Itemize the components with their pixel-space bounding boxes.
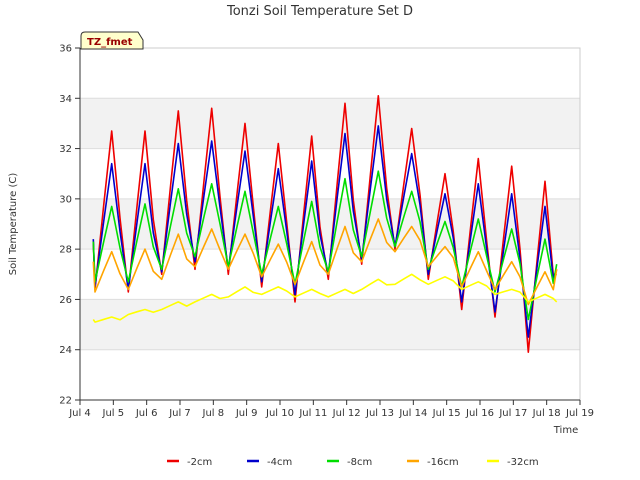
- y-axis-label: Soil Temperature (C): [8, 173, 19, 276]
- y-tick-label: 28: [59, 245, 72, 256]
- series-line-m4cm: [92, 125, 558, 338]
- x-tick-label: Jul 15: [432, 408, 461, 419]
- series-layer: [92, 95, 558, 353]
- legend: -2cm -4cm -8cm -16cm -32cm: [167, 457, 539, 468]
- x-tick-label: Jul 16: [465, 408, 494, 419]
- x-tick-label: Jul 7: [168, 408, 191, 419]
- x-tick-label: Jul 17: [498, 408, 527, 419]
- y-tick-label: 36: [59, 44, 72, 55]
- axes: [79, 47, 581, 401]
- x-tick-label: Jul 11: [298, 408, 327, 419]
- x-tick-label: Jul 18: [532, 408, 561, 419]
- chart-title: Tonzi Soil Temperature Set D: [226, 4, 413, 19]
- badge-label: TZ_fmet: [87, 37, 133, 48]
- legend-label: -16cm: [427, 457, 459, 468]
- y-tick-label: 30: [59, 194, 72, 205]
- x-tick-label: Jul 14: [398, 408, 427, 419]
- badge: TZ_fmet: [80, 31, 144, 50]
- y-axis-ticks: 22 24 26 28 30 32 34 36: [59, 44, 80, 407]
- background-band: [80, 299, 580, 350]
- x-axis-ticks: Jul 4 Jul 5 Jul 6 Jul 7 Jul 8 Jul 9 Jul 10 Jul …: [68, 400, 594, 419]
- x-tick-label: Jul 6: [135, 408, 158, 419]
- x-tick-label: Jul 5: [102, 408, 125, 419]
- x-tick-label: Jul 10: [265, 408, 294, 419]
- series-line-m8cm: [92, 170, 558, 321]
- x-tick-label: Jul 19: [565, 408, 594, 419]
- y-tick-label: 32: [59, 144, 72, 155]
- y-tick-label: 24: [59, 345, 72, 356]
- x-tick-label: Jul 12: [332, 408, 361, 419]
- background-band: [80, 98, 580, 149]
- series-line-m16cm: [92, 218, 558, 306]
- y-tick-label: 26: [59, 295, 72, 306]
- x-tick-label: Jul 4: [68, 408, 91, 419]
- x-tick-label: Jul 9: [235, 408, 258, 419]
- legend-label: -32cm: [507, 457, 539, 468]
- x-axis-label: Time: [553, 425, 578, 436]
- x-tick-label: Jul 13: [365, 408, 394, 419]
- badge-box: [80, 31, 144, 50]
- legend-label: -4cm: [267, 457, 292, 468]
- series-line-m32cm: [92, 273, 558, 323]
- y-tick-label: 22: [59, 396, 72, 407]
- legend-label: -8cm: [347, 457, 372, 468]
- x-tick-label: Jul 8: [202, 408, 225, 419]
- y-tick-label: 34: [59, 94, 72, 105]
- legend-label: -2cm: [187, 457, 212, 468]
- background-band: [80, 198, 580, 250]
